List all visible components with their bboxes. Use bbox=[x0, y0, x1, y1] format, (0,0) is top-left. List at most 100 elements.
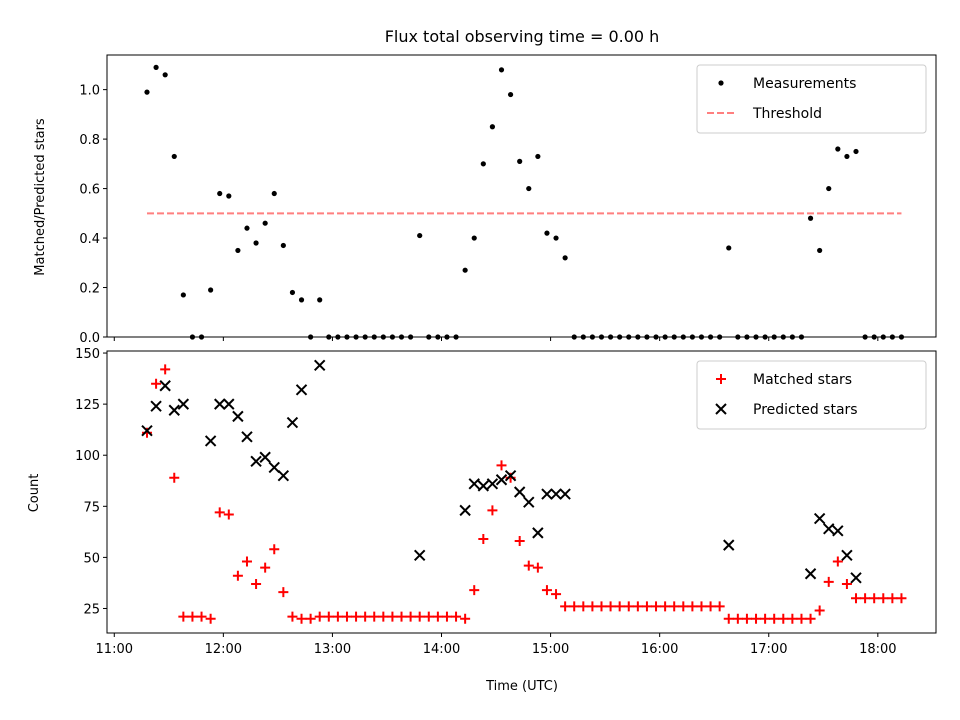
data-point bbox=[480, 161, 486, 167]
data-point bbox=[587, 601, 598, 612]
legend-label: Measurements bbox=[753, 76, 856, 92]
data-point bbox=[150, 400, 162, 412]
legend-label: Threshold bbox=[752, 106, 822, 122]
data-point bbox=[471, 235, 477, 241]
data-point bbox=[171, 153, 177, 160]
data-point bbox=[841, 549, 853, 562]
data-point bbox=[550, 488, 562, 500]
data-point bbox=[660, 601, 671, 612]
data-point bbox=[287, 611, 298, 622]
data-point bbox=[305, 613, 316, 624]
legend-label: Matched stars bbox=[753, 372, 852, 388]
data-point bbox=[232, 410, 244, 423]
data-point bbox=[496, 460, 507, 471]
data-point bbox=[196, 611, 207, 622]
data-point bbox=[817, 247, 823, 254]
data-point bbox=[153, 64, 159, 70]
series-matched-stars bbox=[141, 364, 907, 624]
data-point bbox=[544, 230, 550, 236]
data-point bbox=[835, 146, 841, 152]
series-measurements bbox=[144, 64, 905, 340]
y-tick-label: 25 bbox=[83, 602, 100, 617]
data-point bbox=[551, 589, 562, 600]
data-point bbox=[323, 611, 334, 622]
data-point bbox=[832, 525, 844, 537]
data-point bbox=[813, 512, 826, 525]
data-point bbox=[641, 601, 652, 612]
data-point bbox=[814, 605, 825, 616]
data-point bbox=[460, 613, 471, 624]
data-point bbox=[280, 242, 286, 249]
data-point bbox=[514, 536, 525, 547]
data-point bbox=[204, 435, 217, 447]
data-point bbox=[823, 523, 835, 535]
data-point bbox=[826, 185, 832, 192]
data-point bbox=[751, 613, 762, 624]
data-point bbox=[369, 611, 380, 622]
data-point bbox=[208, 287, 214, 293]
data-point bbox=[317, 297, 323, 303]
data-point bbox=[177, 398, 190, 410]
data-point bbox=[459, 504, 471, 517]
data-point bbox=[523, 560, 534, 571]
data-point bbox=[187, 611, 198, 622]
data-point bbox=[532, 562, 543, 573]
data-point bbox=[787, 613, 798, 624]
data-point bbox=[278, 587, 289, 598]
data-point bbox=[277, 469, 290, 482]
data-point bbox=[760, 613, 771, 624]
legend: Measurements Threshold bbox=[696, 64, 927, 134]
data-point bbox=[268, 461, 280, 474]
y-tick-label: 0.4 bbox=[79, 232, 100, 247]
plot-frame bbox=[106, 350, 937, 634]
data-point bbox=[168, 404, 180, 416]
y-tick-label: 1.0 bbox=[79, 84, 100, 99]
data-point bbox=[169, 472, 180, 483]
data-point bbox=[468, 478, 480, 490]
data-point bbox=[504, 469, 517, 482]
data-point bbox=[269, 544, 280, 555]
y-tick-label: 0.2 bbox=[79, 282, 100, 297]
data-point bbox=[687, 601, 698, 612]
data-point bbox=[651, 601, 662, 612]
data-point bbox=[223, 509, 234, 520]
data-point bbox=[823, 576, 834, 587]
data-point bbox=[805, 613, 816, 624]
legend-box bbox=[696, 64, 927, 134]
data-point bbox=[432, 611, 443, 622]
data-point bbox=[469, 585, 480, 596]
data-point bbox=[541, 585, 552, 596]
data-point bbox=[778, 613, 789, 624]
y-tick-label: 0.8 bbox=[79, 133, 100, 148]
data-point bbox=[298, 297, 305, 303]
data-point bbox=[144, 89, 150, 95]
data-point bbox=[804, 568, 817, 580]
data-point bbox=[853, 148, 859, 155]
x-tick-label: 17:00 bbox=[750, 642, 787, 657]
data-point bbox=[869, 593, 880, 604]
data-point bbox=[605, 601, 616, 612]
data-point bbox=[596, 601, 607, 612]
x-tick-label: 16:00 bbox=[641, 642, 678, 657]
data-point bbox=[214, 398, 226, 410]
data-point bbox=[396, 611, 407, 622]
x-tick-label: 14:00 bbox=[423, 642, 460, 657]
data-point bbox=[141, 424, 153, 437]
data-point bbox=[723, 613, 734, 624]
bottom-panel: 25 50 75 100 125 150 11:00 12:00 13:00 14:00 15:00… bbox=[75, 347, 937, 657]
data-point bbox=[260, 562, 271, 573]
bottom-y-axis-label: Count bbox=[27, 474, 42, 513]
data-point bbox=[250, 455, 262, 468]
legend-marker bbox=[715, 403, 727, 415]
data-point bbox=[178, 611, 189, 622]
y-tick-label: 125 bbox=[75, 398, 100, 413]
data-point bbox=[351, 611, 362, 622]
y-tick-label: 150 bbox=[75, 347, 100, 362]
data-point bbox=[387, 611, 398, 622]
data-point bbox=[313, 359, 326, 372]
data-point bbox=[832, 556, 843, 567]
y-tick-label: 75 bbox=[83, 500, 100, 515]
data-point bbox=[851, 593, 862, 604]
data-point bbox=[632, 601, 643, 612]
data-point bbox=[159, 380, 171, 392]
